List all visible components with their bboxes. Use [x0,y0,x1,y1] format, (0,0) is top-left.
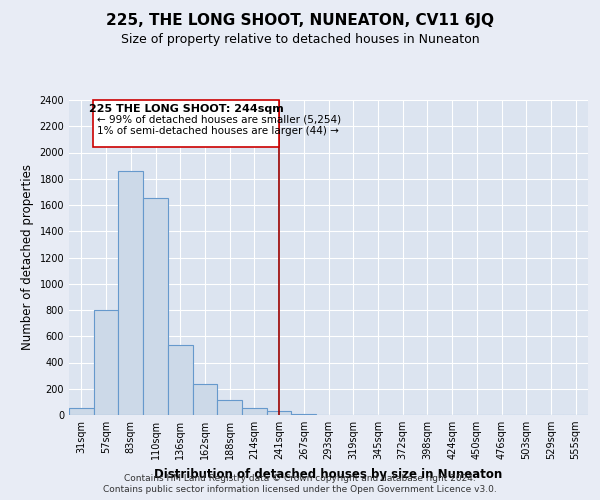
Text: Contains public sector information licensed under the Open Government Licence v3: Contains public sector information licen… [103,485,497,494]
Text: Contains HM Land Registry data © Crown copyright and database right 2024.: Contains HM Land Registry data © Crown c… [124,474,476,483]
Bar [168,345,193,415]
Bar [292,414,316,415]
Bar [217,400,242,415]
X-axis label: Distribution of detached houses by size in Nuneaton: Distribution of detached houses by size … [154,468,503,480]
Y-axis label: Number of detached properties: Number of detached properties [21,164,34,350]
Bar [69,408,94,415]
Bar [143,198,168,415]
FancyBboxPatch shape [93,100,279,147]
Text: ← 99% of detached houses are smaller (5,254): ← 99% of detached houses are smaller (5,… [97,114,341,124]
Text: Size of property relative to detached houses in Nuneaton: Size of property relative to detached ho… [121,32,479,46]
Text: 1% of semi-detached houses are larger (44) →: 1% of semi-detached houses are larger (4… [97,126,339,136]
Bar [118,171,143,415]
Bar [242,408,267,415]
Bar [193,384,217,415]
Text: 225, THE LONG SHOOT, NUNEATON, CV11 6JQ: 225, THE LONG SHOOT, NUNEATON, CV11 6JQ [106,12,494,28]
Bar [267,411,292,415]
Bar [94,310,118,415]
Text: 225 THE LONG SHOOT: 244sqm: 225 THE LONG SHOOT: 244sqm [89,104,284,114]
